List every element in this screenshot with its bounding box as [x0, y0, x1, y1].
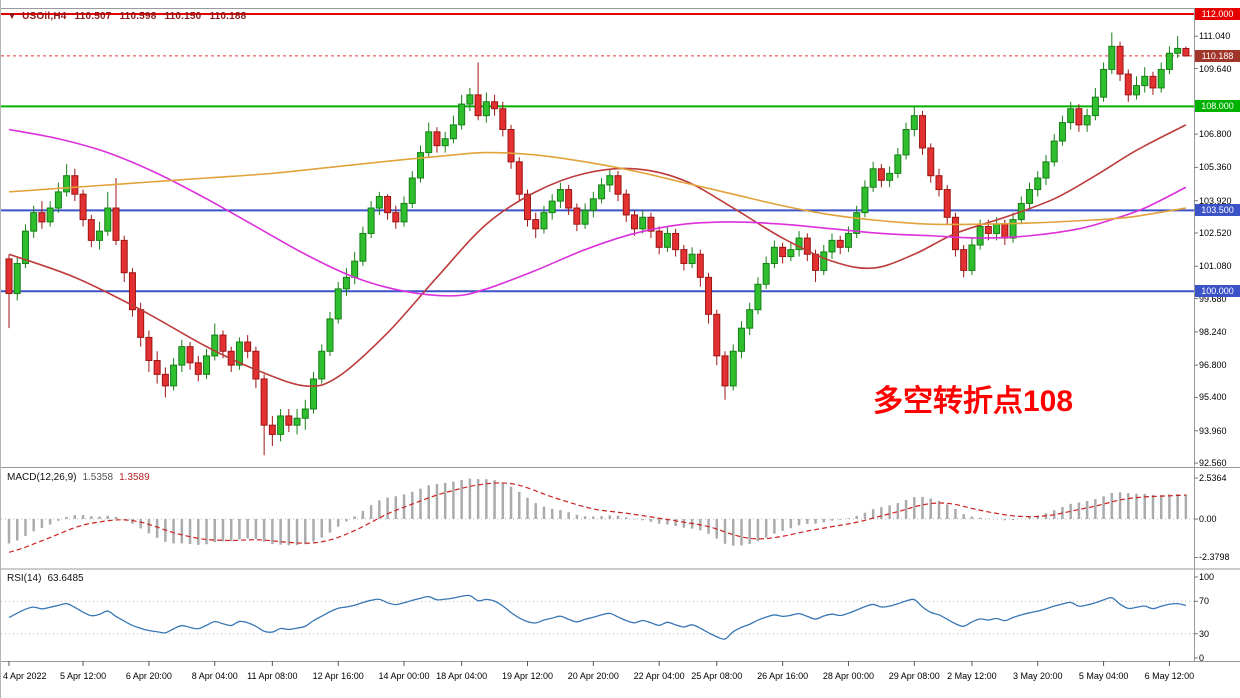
- ohlc-close: 110.188: [209, 11, 247, 22]
- rsi-title: RSI(14): [7, 573, 42, 584]
- macd-scale-label: 0.00: [1199, 514, 1217, 524]
- time-axis-label: 26 Apr 16:00: [757, 671, 809, 681]
- price-tick-label: 99.680: [1199, 293, 1227, 304]
- panel-borders: [1, 8, 1240, 662]
- ohlc-low: 110.150: [164, 11, 202, 22]
- price-tick-label: 102.520: [1199, 227, 1232, 238]
- price-badge-108.000: 108.000: [1195, 100, 1240, 113]
- price-tick-label: 92.560: [1199, 458, 1227, 469]
- macd-value-main: 1.5358: [82, 472, 114, 483]
- time-axis-label: 20 Apr 20:00: [567, 671, 619, 681]
- time-axis-label: 19 Apr 12:00: [501, 671, 554, 681]
- rsi-scale-label: 100: [1199, 572, 1215, 582]
- ma-orange-line: [8, 151, 1187, 226]
- scale-tick-marks: [8, 35, 1198, 666]
- time-axis-label: 22 Apr 04:00: [633, 671, 685, 681]
- symbol-marker-icon: ▼: [7, 11, 18, 22]
- macd-value-signal: 1.3589: [119, 472, 150, 483]
- time-axis-label: 6 May 12:00: [1144, 671, 1195, 681]
- macd-indicator-label: MACD(12,26,9) 1.5358 1.3589: [7, 472, 150, 483]
- price-tick-label: 111.040: [1199, 31, 1231, 42]
- price-badge-112.000: 112.000: [1195, 8, 1240, 20]
- price-tick-label: 106.800: [1199, 129, 1232, 140]
- rsi-scale-label: 70: [1199, 596, 1210, 607]
- price-badge-103.500: 103.500: [1195, 204, 1240, 217]
- time-axis-label: 2 May 12:00: [947, 671, 997, 681]
- time-axis-label: 3 May 20:00: [1012, 671, 1063, 681]
- time-axis-label: 28 Apr 00:00: [822, 671, 874, 681]
- price-badge-100.000: 100.000: [1195, 285, 1240, 298]
- time-axis-label: 8 Apr 04:00: [191, 671, 238, 681]
- time-axis-label: 4 Apr 2022: [3, 671, 47, 681]
- rsi-panel: [1, 594, 1194, 640]
- ma-magenta-line: [8, 128, 1187, 297]
- macd-signal-line: [8, 482, 1186, 553]
- macd-panel: [1, 478, 1194, 553]
- ohlc-high: 110.598: [119, 11, 157, 22]
- price-tick-label: 96.800: [1199, 360, 1227, 371]
- symbol-timeframe: USOil,H4: [22, 11, 67, 22]
- rsi-line: [8, 594, 1187, 640]
- rsi-indicator-label: RSI(14) 63.6485: [7, 573, 84, 584]
- price-tick-label: 95.400: [1199, 392, 1227, 403]
- macd-title: MACD(12,26,9): [7, 472, 77, 483]
- time-axis-label: 6 Apr 20:00: [125, 671, 172, 681]
- rsi-value: 63.6485: [47, 573, 84, 584]
- time-axis-label: 11 Apr 08:00: [247, 671, 298, 681]
- chart-header: ▼ USOil,H4 110.507 110.598 110.150 110.18…: [7, 11, 251, 22]
- time-axis-label: 25 Apr 08:00: [691, 671, 743, 681]
- macd-scale-label: 2.5364: [1199, 472, 1227, 483]
- rsi-scale-label: 0: [1199, 653, 1205, 663]
- ohlc-open: 110.507: [74, 11, 112, 22]
- horizontal-level-lines: [1, 13, 1194, 293]
- time-axis-label: 14 Apr 00:00: [378, 671, 430, 681]
- time-axis-label: 5 Apr 12:00: [60, 671, 107, 681]
- price-tick-label: 109.640: [1199, 63, 1232, 74]
- current-price-badge: 110.188: [1195, 49, 1240, 62]
- price-tick-label: 98.240: [1199, 326, 1227, 337]
- price-tick-label: 105.360: [1199, 162, 1232, 173]
- price-tick-label: 103.920: [1199, 195, 1232, 206]
- price-tick-label: 93.960: [1199, 425, 1227, 436]
- time-axis-label: 5 May 04:00: [1078, 671, 1129, 681]
- time-axis-label: 29 Apr 08:00: [888, 671, 940, 681]
- rsi-scale-label: 30: [1199, 628, 1210, 639]
- chart-annotation[interactable]: 多空转折点108: [873, 385, 1074, 418]
- time-axis-label: 18 Apr 04:00: [436, 671, 488, 681]
- macd-scale-label: -2.3798: [1199, 552, 1230, 563]
- time-axis-label: 12 Apr 16:00: [312, 671, 364, 681]
- price-tick-label: 101.080: [1199, 261, 1232, 272]
